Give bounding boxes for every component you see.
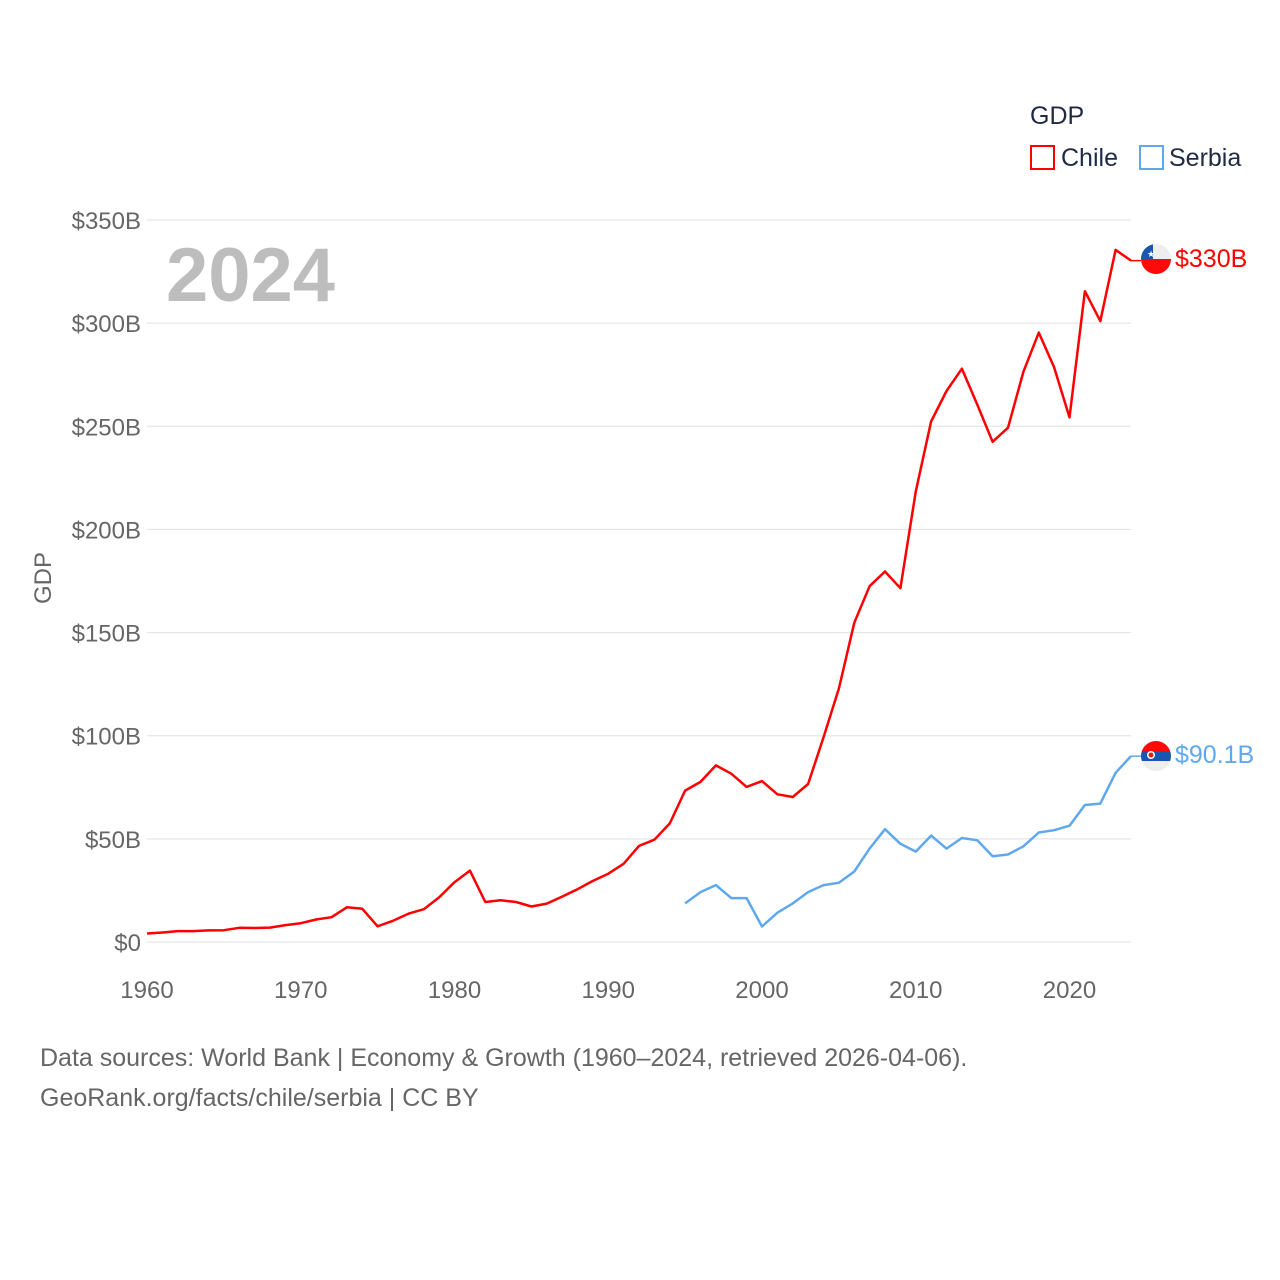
y-axis-ticks: $0 $50B $100B $150B $200B $250B $300B $350B <box>72 208 141 957</box>
legend-title: GDP <box>1030 102 1084 130</box>
gridlines <box>147 219 1131 943</box>
chile-end-label: $330B <box>1175 245 1247 273</box>
series-line-chile <box>146 248 1132 935</box>
legend-item-serbia[interactable]: Serbia <box>1139 144 1241 172</box>
serbia-end-label: $90.1B <box>1175 741 1254 769</box>
legend-swatch-chile <box>1030 145 1055 170</box>
svg-text:★: ★ <box>1147 249 1155 259</box>
footer-attribution[interactable]: GeoRank.org/facts/chile/serbia | CC BY <box>40 1084 479 1112</box>
legend-swatch-serbia <box>1139 145 1164 170</box>
chile-flag-icon: ★ <box>1141 244 1171 274</box>
y-tick-label: $300B <box>72 311 141 338</box>
x-tick-label: 1970 <box>274 977 327 1004</box>
serbia-flag-icon <box>1141 741 1171 771</box>
y-axis-label: GDP <box>30 552 57 604</box>
legend: GDP Chile Serbia <box>1030 102 1241 172</box>
x-axis-ticks: 1960 1970 1980 1990 2000 2010 2020 <box>120 977 1096 1004</box>
x-tick-label: 2000 <box>735 977 788 1004</box>
y-tick-label: $150B <box>72 621 141 648</box>
series-line-serbia <box>684 755 1132 928</box>
x-tick-label: 2010 <box>889 977 942 1004</box>
y-tick-label: $200B <box>72 517 141 544</box>
x-tick-label: 1960 <box>120 977 173 1004</box>
footer-sources: Data sources: World Bank | Economy & Gro… <box>40 1044 968 1072</box>
year-watermark: 2024 <box>166 233 335 318</box>
legend-label-serbia: Serbia <box>1169 144 1241 172</box>
x-tick-label: 2020 <box>1043 977 1096 1004</box>
legend-label-chile: Chile <box>1061 144 1118 172</box>
y-tick-label: $250B <box>72 414 141 441</box>
y-tick-label: $350B <box>72 208 141 235</box>
y-tick-label: $50B <box>85 827 141 854</box>
legend-item-chile[interactable]: Chile <box>1030 144 1118 172</box>
x-tick-label: 1980 <box>428 977 481 1004</box>
y-tick-label: $0 <box>114 930 141 957</box>
series-lines <box>146 248 1141 935</box>
y-tick-label: $100B <box>72 724 141 751</box>
x-tick-label: 1990 <box>582 977 635 1004</box>
